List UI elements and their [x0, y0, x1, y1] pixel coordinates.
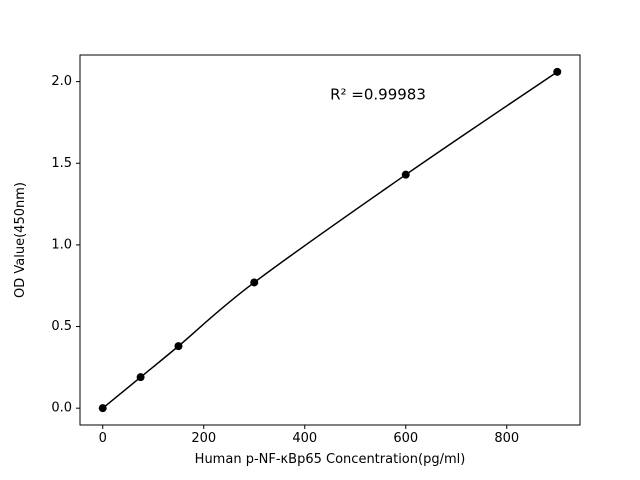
x-tick-label: 600 — [393, 431, 418, 446]
data-point — [174, 342, 183, 351]
y-tick-label: 0.5 — [51, 319, 72, 334]
data-point — [250, 278, 259, 287]
y-tick-label: 1.0 — [51, 237, 72, 252]
y-tick-label: 1.5 — [51, 156, 72, 171]
x-tick-label: 0 — [99, 431, 107, 446]
x-tick-label: 800 — [494, 431, 519, 446]
fit-curve — [102, 71, 558, 409]
data-point — [401, 170, 410, 179]
y-tick-label: 0.0 — [51, 401, 72, 416]
axes-border — [79, 54, 581, 426]
data-point — [98, 404, 107, 413]
x-axis-label: Human p-NF-κBp65 Concentration(pg/ml) — [195, 452, 466, 467]
data-point — [553, 67, 562, 76]
x-tick-label: 400 — [292, 431, 317, 446]
data-point — [136, 373, 145, 382]
plot-area: 0 200 400 600 800 0.0 0.5 1.0 1.5 2.0 — [51, 54, 581, 446]
y-axis-label: OD Value(450nm) — [13, 182, 28, 298]
x-tick-label: 200 — [191, 431, 216, 446]
r-squared-annotation: R² =0.99983 — [330, 86, 426, 104]
y-tick-label: 2.0 — [51, 74, 72, 89]
